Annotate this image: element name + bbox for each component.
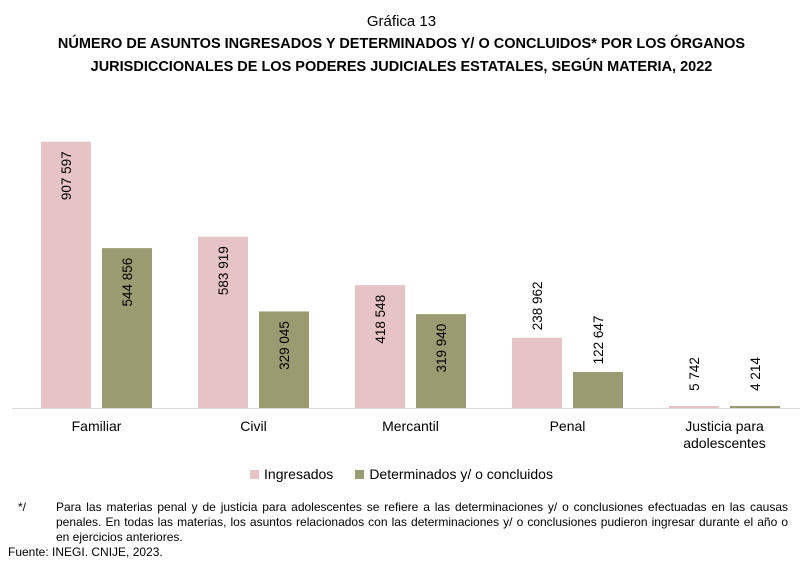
chart-number: Gráfica 13	[366, 13, 437, 30]
bar-value-label: 122 647	[591, 316, 606, 365]
footnote: */ Para las materias penal y de justicia…	[18, 500, 788, 545]
category-label: Justicia para	[685, 418, 764, 434]
category-label: Mercantil	[382, 418, 439, 434]
legend-swatch-determinados	[355, 469, 365, 479]
bar-chart: 907 597 544 856 Familiar 583 919 329 045 Civi…	[12, 141, 800, 451]
category-label: Penal	[550, 418, 586, 434]
bar-determinados-2	[259, 311, 309, 408]
bar-determinados-1	[102, 248, 152, 408]
bar-ingresados-5	[669, 406, 719, 408]
bar-value-label: 544 856	[120, 258, 135, 307]
bar-value-label: 319 940	[434, 324, 449, 373]
bar-ingresados-3	[355, 285, 405, 408]
chart-header: Gráfica 13 NÚMERO DE ASUNTOS INGRESADOS …	[0, 12, 803, 78]
source-note: Fuente: INEGI. CNIJE, 2023.	[8, 545, 163, 559]
bar-determinados-5	[730, 406, 780, 408]
category-label: Familiar	[72, 418, 122, 434]
footnote-mark: */	[18, 500, 27, 514]
legend-swatch-ingresados	[250, 469, 260, 479]
bar-value-label: 4 214	[748, 357, 763, 391]
bar-value-label: 5 742	[687, 357, 702, 391]
legend-item-ingresados: Ingresados	[250, 466, 333, 482]
bar-determinados-3	[416, 314, 466, 408]
bar-value-label: 583 919	[216, 246, 231, 295]
bar-value-label: 329 045	[277, 321, 292, 370]
bar-value-label: 418 548	[373, 295, 388, 344]
category-label: adolescentes	[683, 435, 766, 451]
legend-label-determinados: Determinados y/ o concluidos	[369, 466, 553, 482]
legend-item-determinados: Determinados y/ o concluidos	[355, 466, 553, 482]
chart-title-line-1: NÚMERO DE ASUNTOS INGRESADOS Y DETERMINA…	[57, 36, 746, 52]
bar-value-label: 238 962	[530, 281, 545, 330]
chart-title-line-2: JURISDICCIONALES DE LOS PODERES JUDICIAL…	[90, 59, 713, 75]
footnote-text: Para las materias penal y de justicia pa…	[56, 500, 788, 544]
bar-value-label: 907 597	[59, 151, 74, 200]
bar-ingresados-1	[41, 141, 91, 408]
legend-label-ingresados: Ingresados	[264, 466, 334, 482]
bar-ingresados-4	[512, 337, 562, 408]
bar-determinados-4	[573, 372, 623, 408]
category-label: Civil	[240, 418, 266, 434]
bar-ingresados-2	[198, 236, 248, 408]
legend: Ingresados Determinados y/ o concluidos	[0, 466, 803, 482]
